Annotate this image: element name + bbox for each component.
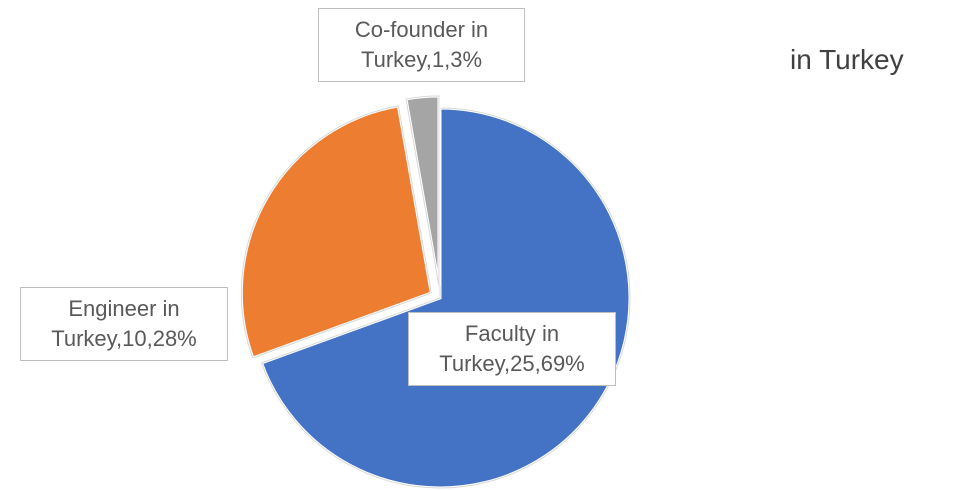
slice-outline xyxy=(240,105,432,359)
slice-outline xyxy=(405,95,440,287)
data-label: Engineer in Turkey,10,28% xyxy=(20,287,228,361)
slice-outline xyxy=(260,107,631,489)
data-label: Faculty in Turkey,25,69% xyxy=(408,312,616,386)
chart-title: in Turkey xyxy=(790,44,904,75)
data-label: Co-founder in Turkey,1,3% xyxy=(318,8,525,82)
